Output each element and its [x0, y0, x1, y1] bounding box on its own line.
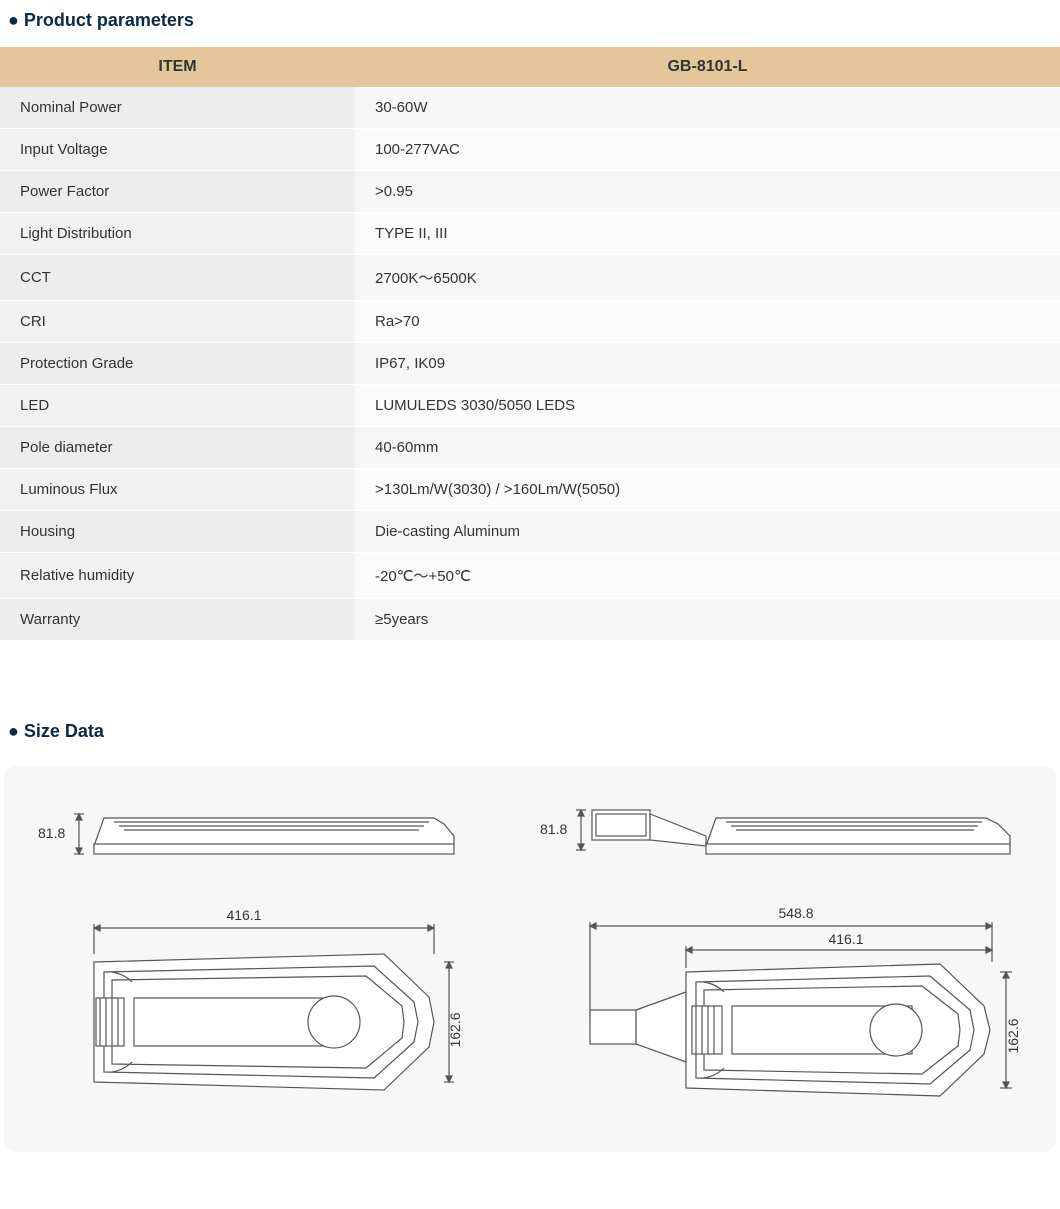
- table-cell-label: Protection Grade: [0, 343, 355, 385]
- side-view-left: 81.8: [34, 796, 464, 876]
- diagram-right-column: 81.8: [536, 796, 1026, 1112]
- table-cell-label: Warranty: [0, 599, 355, 641]
- dim-left-top-width: 416.1: [226, 907, 261, 923]
- table-cell-value: -20℃～+50℃: [355, 553, 1060, 599]
- dim-right-side-height: 81.8: [540, 821, 567, 837]
- table-row: Protection GradeIP67, IK09: [0, 343, 1060, 385]
- dim-right-top-height: 162.6: [1005, 1018, 1021, 1053]
- table-cell-label: Nominal Power: [0, 87, 355, 129]
- table-cell-label: Input Voltage: [0, 129, 355, 171]
- table-cell-value: Die-casting Aluminum: [355, 511, 1060, 553]
- table-cell-value: >130Lm/W(3030) / >160Lm/W(5050): [355, 469, 1060, 511]
- size-section-title: ● Size Data: [0, 711, 1060, 758]
- table-row: Light DistributionTYPE II, III: [0, 213, 1060, 255]
- side-view-right: 81.8: [536, 796, 1026, 876]
- table-cell-label: CCT: [0, 255, 355, 301]
- top-view-left: 416.1: [34, 902, 464, 1102]
- table-cell-value: Ra>70: [355, 301, 1060, 343]
- table-cell-value: ≥5years: [355, 599, 1060, 641]
- table-cell-value: TYPE II, III: [355, 213, 1060, 255]
- table-row: HousingDie-casting Aluminum: [0, 511, 1060, 553]
- table-row: Relative humidity-20℃～+50℃: [0, 553, 1060, 599]
- table-cell-label: Housing: [0, 511, 355, 553]
- table-cell-value: LUMULEDS 3030/5050 LEDS: [355, 385, 1060, 427]
- table-cell-value: 40-60mm: [355, 427, 1060, 469]
- table-cell-value: IP67, IK09: [355, 343, 1060, 385]
- table-row: Warranty≥5years: [0, 599, 1060, 641]
- table-cell-label: Power Factor: [0, 171, 355, 213]
- table-cell-value: 30-60W: [355, 87, 1060, 129]
- diagram-left-column: 81.8 416.1: [34, 796, 486, 1102]
- table-cell-label: Luminous Flux: [0, 469, 355, 511]
- dim-left-top-height: 162.6: [447, 1012, 463, 1047]
- table-header-item: ITEM: [0, 47, 355, 87]
- table-cell-label: Relative humidity: [0, 553, 355, 599]
- table-row: Power Factor>0.95: [0, 171, 1060, 213]
- parameters-section-title: ● Product parameters: [0, 0, 1060, 47]
- dim-left-side-height: 81.8: [38, 825, 65, 841]
- table-cell-value: 100-277VAC: [355, 129, 1060, 171]
- table-cell-label: Pole diameter: [0, 427, 355, 469]
- dim-right-top-outer: 548.8: [778, 905, 813, 921]
- table-cell-label: Light Distribution: [0, 213, 355, 255]
- table-cell-label: LED: [0, 385, 355, 427]
- table-cell-label: CRI: [0, 301, 355, 343]
- table-header-model: GB-8101-L: [355, 47, 1060, 87]
- table-row: Nominal Power30-60W: [0, 87, 1060, 129]
- table-cell-value: >0.95: [355, 171, 1060, 213]
- table-row: LEDLUMULEDS 3030/5050 LEDS: [0, 385, 1060, 427]
- table-row: Luminous Flux>130Lm/W(3030) / >160Lm/W(5…: [0, 469, 1060, 511]
- dim-right-top-inner: 416.1: [828, 931, 863, 947]
- table-row: Input Voltage100-277VAC: [0, 129, 1060, 171]
- top-view-right: 548.8 416.1: [536, 902, 1026, 1112]
- table-cell-value: 2700K～6500K: [355, 255, 1060, 301]
- table-row: Pole diameter40-60mm: [0, 427, 1060, 469]
- table-row: CCT2700K～6500K: [0, 255, 1060, 301]
- table-row: CRIRa>70: [0, 301, 1060, 343]
- parameters-table: ITEM GB-8101-L Nominal Power30-60WInput …: [0, 47, 1060, 641]
- size-diagram-panel: 81.8 416.1: [4, 766, 1056, 1152]
